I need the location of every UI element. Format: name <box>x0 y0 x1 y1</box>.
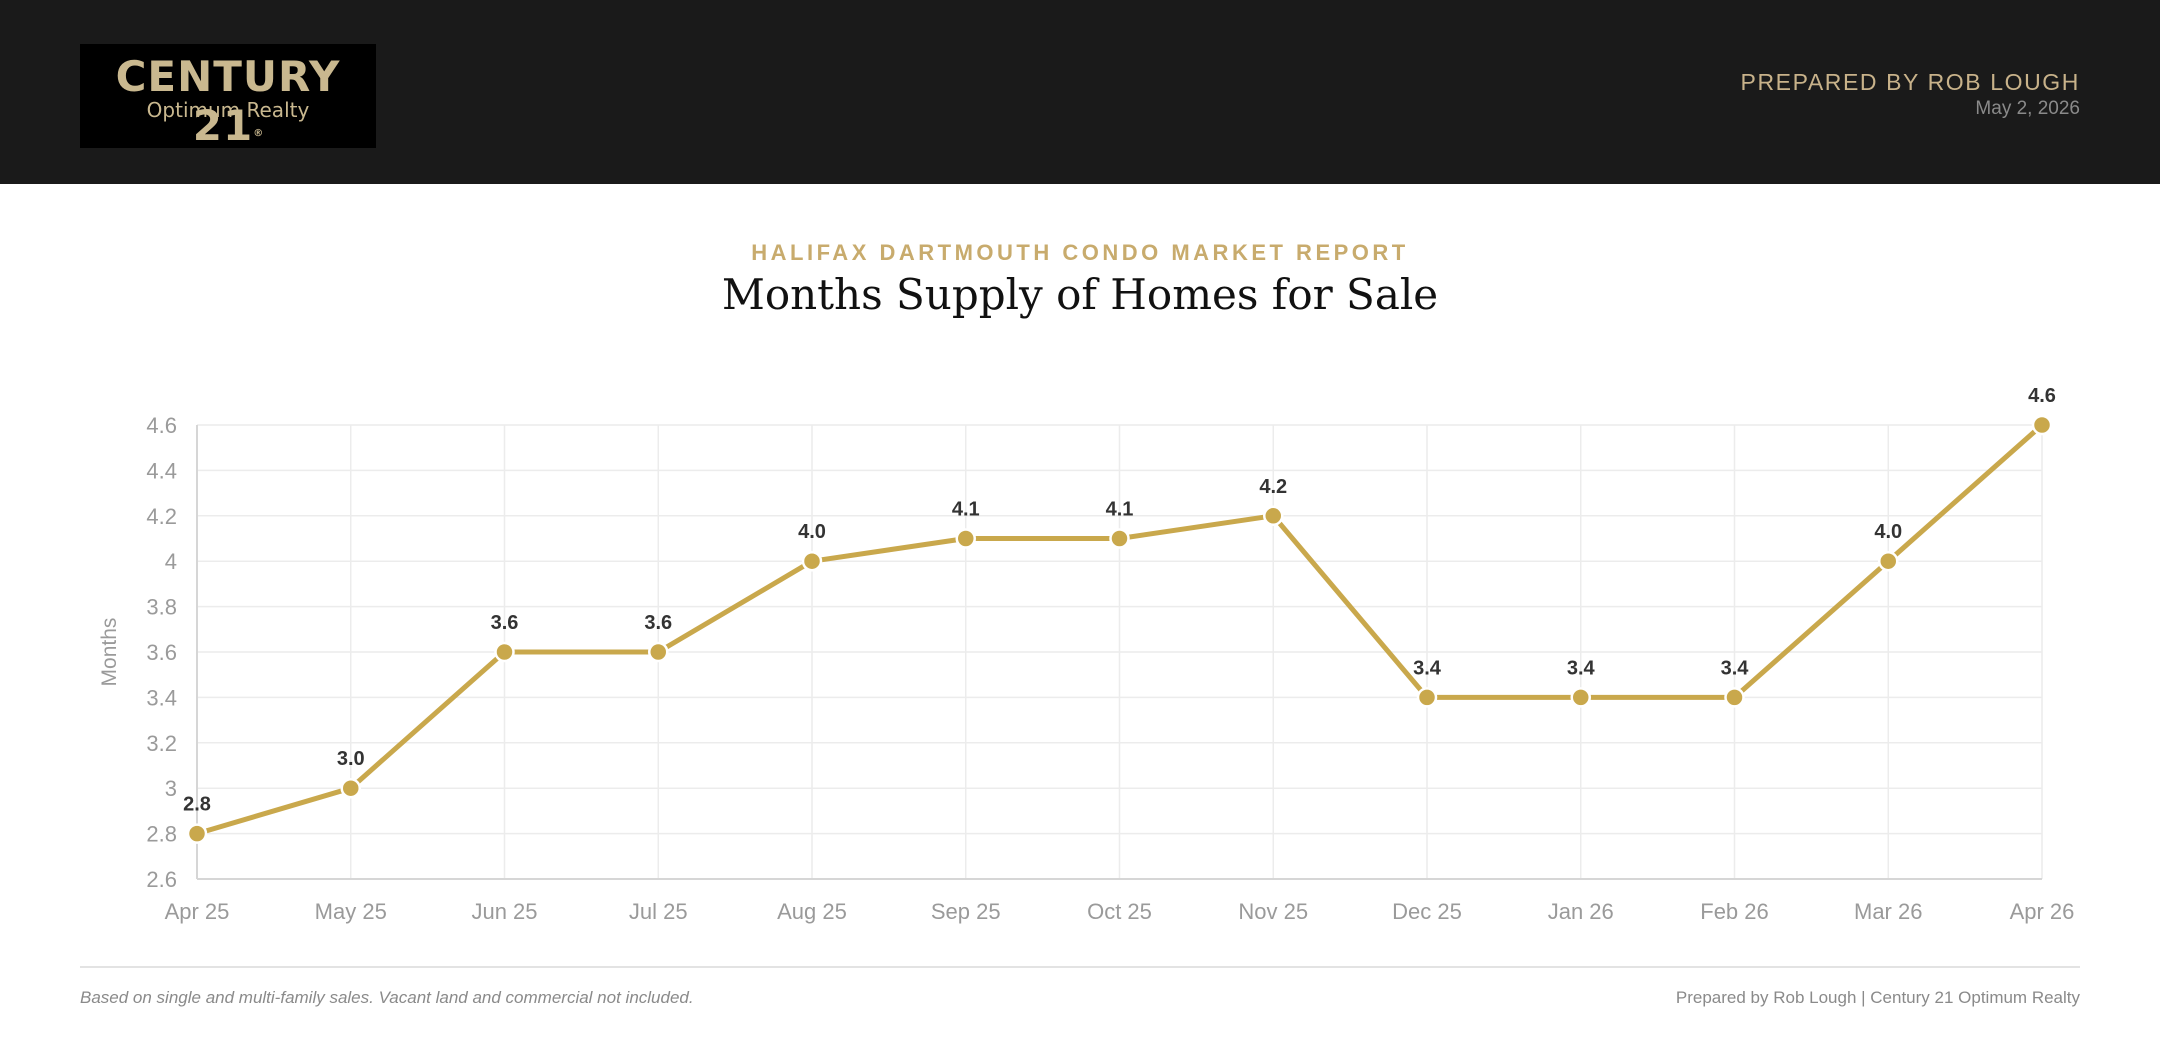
report-title: HALIFAX DARTMOUTH CONDO MARKET REPORT <box>751 240 1409 265</box>
y-tick-label: 3.8 <box>146 595 177 620</box>
data-point <box>1878 550 1899 572</box>
footer-note: Based on single and multi-family sales. … <box>80 988 694 1007</box>
x-tick-label: Oct 25 <box>1087 899 1152 924</box>
y-tick-label: 2.6 <box>146 867 177 892</box>
data-point <box>2031 414 2053 436</box>
data-label: 4.0 <box>1874 521 1902 543</box>
data-label: 4.2 <box>1259 476 1287 498</box>
y-tick-label: 3.6 <box>146 640 177 665</box>
data-label: 4.1 <box>1106 499 1134 521</box>
y-tick-label: 3.4 <box>146 685 177 710</box>
data-point <box>1724 687 1745 708</box>
x-axis-ticks: Apr 25 May 25 Jun 25 Jul 25 Aug 25 Sep 25 Oct … <box>165 899 2075 924</box>
x-tick-label: Apr 25 <box>165 899 230 924</box>
data-label: 4.6 <box>2028 385 2056 407</box>
logo-wordmark: CENTURY 21® <box>115 52 341 150</box>
header-bar: CENTURY 21® Optimum Realty PREPARED BY R… <box>0 0 2160 184</box>
logo-subtitle: Optimum Realty <box>146 98 310 122</box>
data-labels: 2.8 3.0 3.6 3.6 4.0 4.1 4.1 4.2 3.4 3.4 3.4 4.0 4.6 <box>183 385 2056 816</box>
x-tick-label: Jan 26 <box>1548 899 1614 924</box>
x-tick-label: Nov 25 <box>1238 899 1308 924</box>
x-tick-label: Dec 25 <box>1392 899 1462 924</box>
data-point <box>801 550 823 572</box>
y-tick-label: 3 <box>165 776 177 801</box>
data-point <box>1416 687 1438 708</box>
data-points <box>186 414 2053 844</box>
y-axis-label: Months <box>98 618 121 687</box>
data-label: 3.4 <box>1413 657 1442 679</box>
y-axis-ticks: 2.6 2.8 3 3.2 3.4 3.6 3.8 4 4.2 4.4 4.6 <box>146 413 177 892</box>
x-tick-label: Apr 26 <box>2010 899 2075 924</box>
x-tick-label: Sep 25 <box>931 899 1001 924</box>
chart-title: Months Supply of Homes for Sale <box>721 270 1439 319</box>
data-label: 4.0 <box>798 521 826 543</box>
y-tick-label: 4 <box>165 549 177 574</box>
months-supply-chart: 2.6 2.8 3 3.2 3.4 3.6 3.8 4 4.2 4.4 4.6 Apr 25 May … <box>98 385 2075 924</box>
x-tick-label: Feb 26 <box>1700 899 1769 924</box>
y-tick-label: 4.2 <box>146 504 177 529</box>
data-label: 3.4 <box>1567 657 1596 679</box>
y-tick-label: 4.4 <box>146 458 177 483</box>
chart-grid <box>196 424 2043 880</box>
x-tick-label: May 25 <box>315 899 387 924</box>
data-point <box>955 528 976 549</box>
data-label: 3.6 <box>644 612 672 634</box>
y-tick-label: 2.8 <box>146 822 177 847</box>
data-label: 4.1 <box>952 499 980 521</box>
data-point <box>340 777 361 799</box>
data-label: 3.4 <box>1721 657 1750 679</box>
data-label: 2.8 <box>183 794 211 816</box>
y-tick-label: 3.2 <box>146 731 177 756</box>
prepared-by: PREPARED BY ROB LOUGH <box>1740 69 2080 95</box>
data-point <box>648 641 669 663</box>
x-tick-label: Mar 26 <box>1854 899 1922 924</box>
registered-mark: ® <box>253 128 264 139</box>
chart-axes <box>196 425 2042 880</box>
data-point <box>186 823 208 844</box>
y-tick-label: 4.6 <box>146 413 177 438</box>
data-point <box>1263 505 1284 527</box>
report-date: May 2, 2026 <box>1975 98 2080 119</box>
data-point <box>494 641 515 663</box>
x-tick-label: Jul 25 <box>629 899 688 924</box>
data-point <box>1570 687 1591 708</box>
footer-divider <box>80 966 2080 968</box>
data-point <box>1109 528 1130 549</box>
footer-credit: Prepared by Rob Lough | Century 21 Optim… <box>1675 988 2080 1007</box>
data-label: 3.0 <box>337 748 365 770</box>
x-tick-label: Jun 25 <box>471 899 537 924</box>
x-tick-label: Aug 25 <box>777 899 847 924</box>
data-label: 3.6 <box>491 612 519 634</box>
century21-logo: CENTURY 21® Optimum Realty <box>80 44 376 150</box>
